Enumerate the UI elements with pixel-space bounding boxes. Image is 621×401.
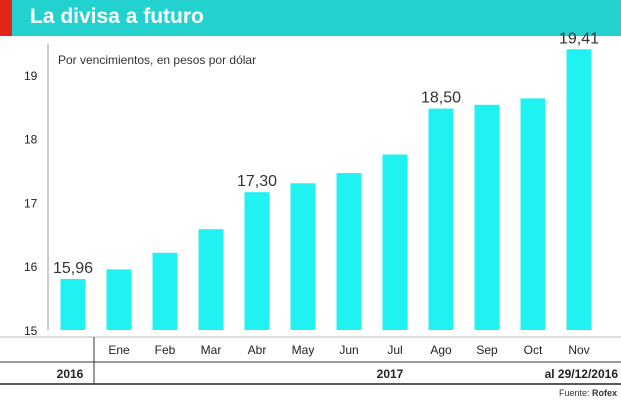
bar-may	[290, 183, 316, 330]
bar-jun	[336, 173, 362, 330]
x-tick-label: May	[292, 343, 315, 357]
x-tick-label: Jul	[387, 343, 402, 357]
bar-abr	[244, 192, 270, 330]
bar-jul	[382, 154, 408, 330]
year-label-2016: 2016	[57, 367, 84, 381]
bar-nov	[566, 49, 592, 330]
x-tick-label: Ene	[108, 343, 130, 357]
bar-sep	[474, 104, 500, 330]
x-tick-label: Oct	[524, 343, 543, 357]
y-tick-label: 15	[24, 324, 38, 338]
y-tick-label: 16	[24, 260, 38, 274]
bar-ene	[106, 269, 132, 330]
x-tick-label: Mar	[201, 343, 222, 357]
bar-dic-2016	[60, 278, 86, 330]
date-note-label: al 29/12/2016	[545, 367, 619, 381]
bar-feb	[152, 252, 178, 330]
chart-subtitle: Por vencimientos, en pesos por dólar	[58, 53, 257, 67]
bar-oct	[520, 98, 546, 330]
x-tick-label: Jun	[339, 343, 358, 357]
y-tick-label: 17	[24, 196, 38, 210]
x-tick-label: Abr	[248, 343, 267, 357]
y-tick-label: 19	[24, 69, 38, 83]
data-label: 17,30	[237, 173, 277, 190]
x-tick-label: Feb	[155, 343, 176, 357]
y-tick-label: 18	[24, 133, 38, 147]
chart-title: La divisa a futuro	[30, 5, 204, 28]
x-tick-label: Nov	[568, 343, 589, 357]
source-note: Fuente: Rofex	[559, 388, 617, 398]
x-tick-label: Sep	[476, 343, 498, 357]
header-accent-bar	[0, 0, 12, 36]
chart-header: La divisa a futuro	[0, 0, 621, 36]
year-label-2017: 2017	[377, 367, 404, 381]
source-name: Rofex	[591, 388, 617, 398]
bar-ago	[428, 108, 454, 330]
bar-mar	[198, 229, 224, 330]
data-label: 15,96	[53, 260, 93, 277]
x-tick-label: Ago	[430, 343, 452, 357]
data-label: 19,41	[559, 30, 599, 47]
source-prefix: Fuente:	[558, 388, 592, 398]
data-label: 18,50	[421, 90, 461, 107]
